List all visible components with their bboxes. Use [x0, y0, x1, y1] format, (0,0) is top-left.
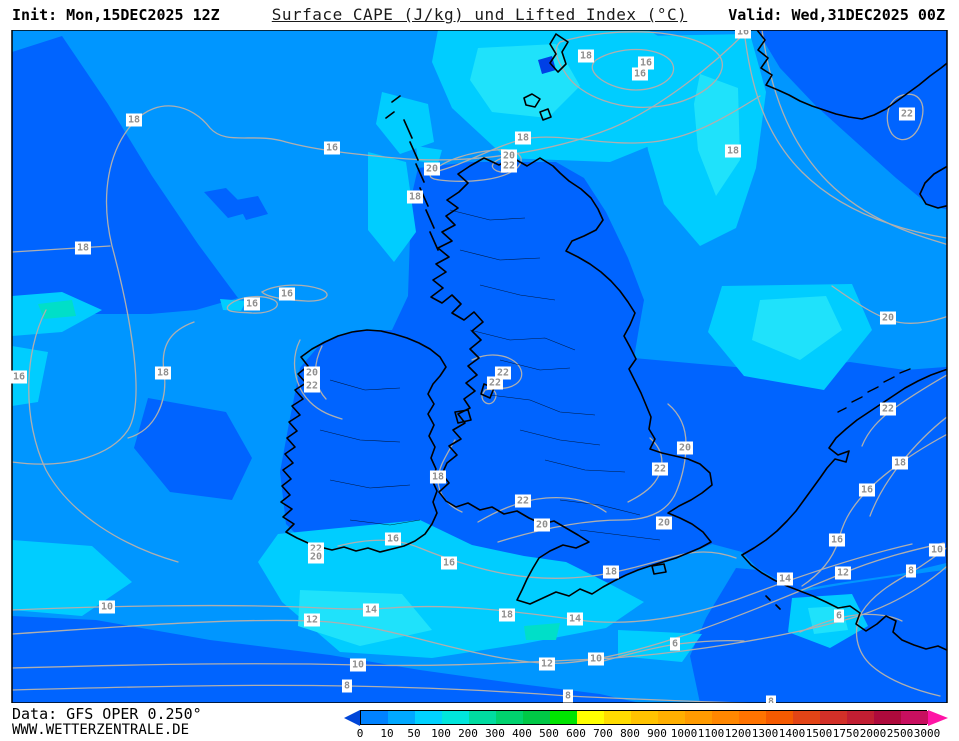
- hebrides: [385, 95, 439, 251]
- coastlines: [280, 30, 947, 651]
- page-title: Surface CAPE (J/kg) und Lifted Index (°C…: [271, 5, 688, 24]
- coastline-netherlands-germany: [741, 368, 947, 556]
- isle-of-wight: [651, 563, 667, 575]
- admin-boundaries: [319, 209, 661, 541]
- shetland-islands: [549, 33, 569, 73]
- islands: [385, 33, 781, 610]
- orkney-islands: [523, 93, 552, 121]
- init-timestamp: Init: Mon,15DEC2025 12Z: [12, 6, 220, 24]
- wadden-islands: [837, 368, 911, 413]
- cape-fill-bright-cyan: [38, 44, 848, 646]
- coastline-denmark: [919, 165, 947, 209]
- data-source-label: Data: GFS OPER 0.250°: [12, 705, 202, 723]
- anglesey: [454, 409, 472, 424]
- footer-bar: Data: GFS OPER 0.250° WWW.WETTERZENTRALE…: [0, 703, 959, 741]
- website-label: WWW.WETTERZENTRALE.DE: [12, 722, 190, 738]
- valid-timestamp: Valid: Wed,31DEC2025 00Z: [728, 6, 945, 24]
- coastline-ireland: [280, 329, 447, 553]
- coastline-norway: [756, 30, 947, 120]
- channel-islands: [765, 595, 781, 610]
- coastline-great-britain: [430, 157, 713, 605]
- header-bar: Init: Mon,15DEC2025 12Z Surface CAPE (J/…: [0, 0, 959, 30]
